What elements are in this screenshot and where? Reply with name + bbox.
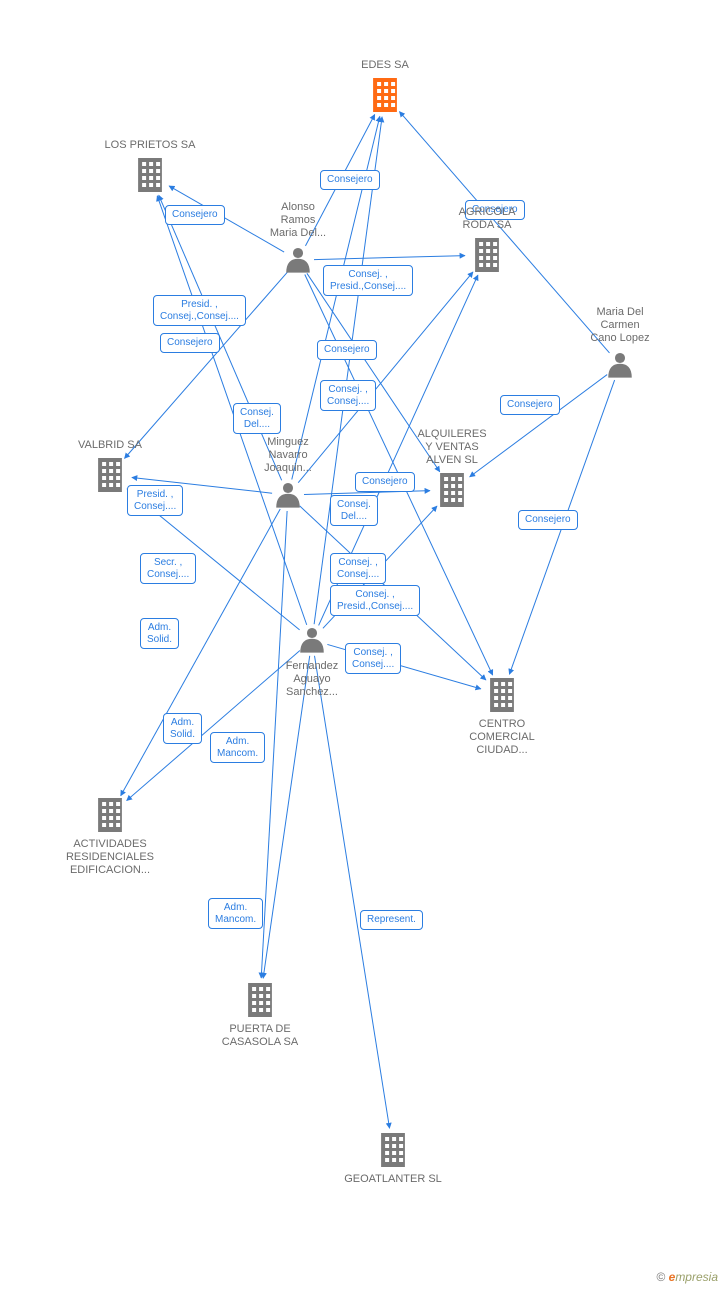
building-icon-puerta[interactable] [248, 983, 272, 1017]
edge-maria-alven [470, 375, 608, 477]
edge-minguez-puerta [261, 511, 287, 978]
edge-alonso-prietos [169, 186, 284, 252]
edge-minguez-centro [300, 506, 486, 680]
edge-fernandez-alven [323, 506, 437, 628]
edge-maria-edes [399, 112, 609, 353]
edge-fernandez-valbrid [127, 489, 300, 630]
person-icon-minguez[interactable] [276, 483, 300, 508]
edge-fernandez-agricola [319, 275, 478, 625]
copyright-symbol: © [656, 1270, 665, 1284]
building-icon-activ[interactable] [98, 798, 122, 832]
edge-minguez-activ [121, 509, 281, 796]
edge-fernandez-prietos [157, 196, 306, 625]
edge-fernandez-centro [327, 644, 480, 688]
building-icon-edes[interactable] [373, 78, 397, 112]
edge-maria-centro [509, 380, 614, 674]
edge-fernandez-geo [315, 656, 390, 1128]
building-icon-geo[interactable] [381, 1133, 405, 1167]
edge-fernandez-activ [127, 650, 300, 800]
person-icon-maria[interactable] [608, 353, 632, 378]
building-icon-prietos[interactable] [138, 158, 162, 192]
edge-minguez-agricola [298, 272, 473, 483]
building-icon-agricola[interactable] [475, 238, 499, 272]
brand-rest: mpresia [675, 1270, 718, 1284]
edge-minguez-valbrid [132, 477, 272, 493]
network-svg [0, 0, 728, 1290]
person-icon-alonso[interactable] [286, 248, 310, 273]
edge-alonso-valbrid [124, 272, 287, 458]
edge-minguez-prietos [159, 195, 282, 480]
edge-minguez-edes [292, 116, 380, 479]
edge-minguez-alven [304, 491, 430, 495]
edge-alonso-agricola [314, 256, 465, 260]
building-icon-alven[interactable] [440, 473, 464, 507]
edge-alonso-centro [305, 274, 493, 675]
building-icon-centro[interactable] [490, 678, 514, 712]
edge-alonso-alven [307, 273, 440, 471]
footer-credit: © empresia [656, 1270, 718, 1284]
person-icon-fernandez[interactable] [300, 628, 324, 653]
building-icon-valbrid[interactable] [98, 458, 122, 492]
